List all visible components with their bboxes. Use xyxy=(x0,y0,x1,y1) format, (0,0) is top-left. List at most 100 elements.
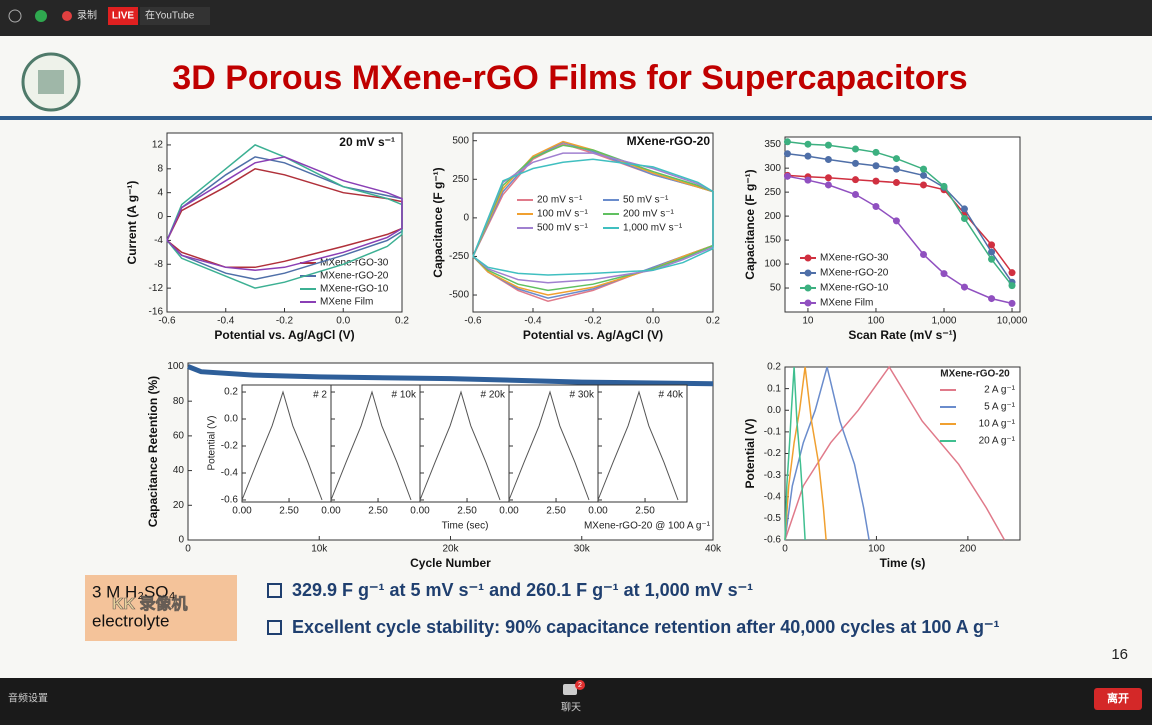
chat-icon[interactable] xyxy=(563,684,577,695)
record-label[interactable]: 录制 xyxy=(77,9,97,22)
stream-label[interactable]: 在YouTube xyxy=(145,10,195,22)
x-tick-label: -0.6 xyxy=(158,316,176,327)
x-tick-label: 0.00 xyxy=(499,506,519,517)
point xyxy=(960,215,968,223)
legend-label: 500 mV s⁻¹ xyxy=(537,223,589,234)
x-tick-label: -0.6 xyxy=(464,316,482,327)
electrolyte-line2: electrolyte xyxy=(92,611,169,630)
y-tick-label: 200 xyxy=(764,211,781,222)
bullet-box xyxy=(267,583,282,598)
legend-label: MXene-rGO-30 xyxy=(320,258,389,269)
point xyxy=(960,205,968,213)
stream-menu[interactable] xyxy=(140,7,210,25)
series-line xyxy=(166,156,403,271)
chat-label[interactable]: 聊天 xyxy=(561,701,581,714)
y-tick-label: -16 xyxy=(149,307,164,318)
point xyxy=(783,172,791,180)
x-tick-label: 0 xyxy=(185,544,191,555)
y-axis-label: Potential (V) xyxy=(743,418,757,488)
record-icon xyxy=(62,11,72,21)
legend-marker xyxy=(804,299,812,307)
watermark: KK 录像机 xyxy=(112,594,188,613)
point xyxy=(872,162,880,170)
leave-label[interactable]: 离开 xyxy=(1107,691,1129,705)
bullet: 329.9 F g⁻¹ at 5 mV s⁻¹ and 260.1 F g⁻¹ … xyxy=(292,580,753,600)
x-tick-label: 20k xyxy=(442,544,459,555)
y-tick-label: 350 xyxy=(764,139,781,150)
point xyxy=(988,248,996,256)
legend-label: 200 mV s⁻¹ xyxy=(623,209,675,220)
x-tick-label: 30k xyxy=(574,544,591,555)
y-tick-label: -0.3 xyxy=(764,470,782,481)
y-tick-label: 50 xyxy=(770,283,782,294)
x-tick-label: 10k xyxy=(311,544,328,555)
panel-label: # 20k xyxy=(481,390,506,401)
x-axis-label: Potential vs. Ag/AgCl (V) xyxy=(523,328,663,342)
inset-y-label: Potential (V) xyxy=(207,415,218,470)
title-rule xyxy=(0,116,1152,120)
y-tick-label: 150 xyxy=(764,235,781,246)
point xyxy=(892,165,900,173)
legend-label: MXene-rGO-20 xyxy=(820,268,889,279)
point xyxy=(892,217,900,225)
y-tick-label: 0 xyxy=(178,535,184,546)
y-tick-label: -0.5 xyxy=(764,513,782,524)
y-tick-label: -0.4 xyxy=(764,491,782,502)
bullet: Excellent cycle stability: 90% capacitan… xyxy=(292,617,1000,637)
inset-x-label: Time (sec) xyxy=(442,521,489,532)
y-tick-label: 100 xyxy=(764,259,781,270)
point xyxy=(824,156,832,164)
x-tick-label: 0.0 xyxy=(336,316,350,327)
legend-marker xyxy=(804,284,812,292)
leave-button[interactable] xyxy=(1094,688,1142,710)
x-tick-label: 0.00 xyxy=(232,506,252,517)
point xyxy=(920,171,928,179)
x-tick-label: 2.50 xyxy=(368,506,388,517)
point xyxy=(851,159,859,167)
point xyxy=(920,165,928,173)
legend-title: MXene-rGO-20 xyxy=(940,369,1010,380)
y-tick-label: 12 xyxy=(152,140,164,151)
electrolyte-box xyxy=(85,575,237,641)
x-tick-label: 40k xyxy=(705,544,722,555)
point xyxy=(1008,269,1016,277)
legend-label: 5 A g⁻¹ xyxy=(984,402,1016,413)
info-icon[interactable] xyxy=(8,9,22,23)
x-tick-label: 2.50 xyxy=(457,506,477,517)
inset-line xyxy=(241,390,323,501)
annotation: 20 mV s⁻¹ xyxy=(339,135,395,149)
y-tick-label: 250 xyxy=(452,174,469,185)
x-tick-label: 2.50 xyxy=(546,506,566,517)
point xyxy=(940,182,948,190)
panel-label: # 2 xyxy=(313,390,327,401)
point xyxy=(824,181,832,189)
inset-line xyxy=(419,390,501,501)
live-label: LIVE xyxy=(112,11,135,22)
y-tick-label: -0.6 xyxy=(221,495,239,506)
x-axis-label: Time (s) xyxy=(880,556,926,570)
y-axis-label: Current (A g⁻¹) xyxy=(125,181,139,265)
point xyxy=(872,203,880,211)
retention-line xyxy=(187,364,714,387)
audio-settings[interactable]: 音频设置 xyxy=(8,692,48,705)
y-tick-label: -8 xyxy=(154,259,163,270)
x-tick-label: 0.00 xyxy=(321,506,341,517)
y-tick-label: 0 xyxy=(157,211,163,222)
y-tick-label: 0.2 xyxy=(224,387,238,398)
y-tick-label: -500 xyxy=(449,290,469,301)
slide-title: 3D Porous MXene-rGO Films for Supercapac… xyxy=(172,59,967,97)
y-axis-label: Capacitance (F g⁻¹) xyxy=(431,167,445,277)
x-tick-label: 200 xyxy=(960,544,977,555)
y-tick-label: 4 xyxy=(157,187,163,198)
inset-line xyxy=(330,390,412,501)
x-tick-label: 100 xyxy=(868,544,885,555)
point xyxy=(872,177,880,185)
y-tick-label: 250 xyxy=(764,187,781,198)
y-tick-label: -0.2 xyxy=(764,448,782,459)
legend-label: MXene-rGO-30 xyxy=(820,253,889,264)
x-tick-label: 0.00 xyxy=(410,506,430,517)
y-tick-label: 40 xyxy=(173,465,185,476)
series-line xyxy=(784,366,870,541)
